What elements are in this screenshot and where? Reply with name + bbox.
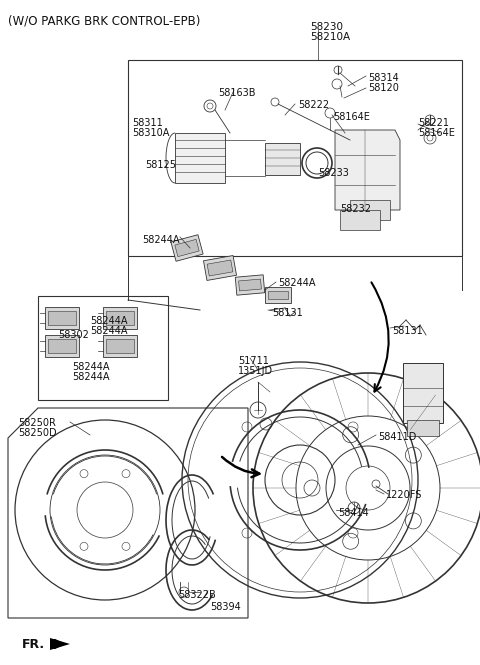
Polygon shape xyxy=(204,255,237,281)
Polygon shape xyxy=(106,311,134,325)
Polygon shape xyxy=(48,339,76,353)
Polygon shape xyxy=(407,420,439,436)
Text: 58311: 58311 xyxy=(132,118,163,128)
Text: 58222: 58222 xyxy=(298,100,329,110)
Text: 58164E: 58164E xyxy=(418,128,455,138)
Polygon shape xyxy=(106,339,134,353)
Text: 1351JD: 1351JD xyxy=(238,366,273,376)
Bar xyxy=(128,60,462,256)
Text: 58244A: 58244A xyxy=(278,278,315,288)
Polygon shape xyxy=(335,130,400,210)
Polygon shape xyxy=(48,311,76,325)
Polygon shape xyxy=(103,335,137,357)
Polygon shape xyxy=(265,287,291,303)
Text: 58310A: 58310A xyxy=(132,128,169,138)
Polygon shape xyxy=(45,335,79,357)
Polygon shape xyxy=(239,279,262,291)
Polygon shape xyxy=(175,239,199,257)
Text: FR.: FR. xyxy=(22,638,45,650)
Text: 58322B: 58322B xyxy=(178,590,216,600)
Text: 58394: 58394 xyxy=(210,602,241,612)
Text: 58244A: 58244A xyxy=(142,235,180,245)
Text: 58244A: 58244A xyxy=(90,316,128,326)
Text: 58244A: 58244A xyxy=(72,372,109,382)
Text: 58210A: 58210A xyxy=(310,32,350,42)
Polygon shape xyxy=(171,235,203,261)
Polygon shape xyxy=(175,133,225,183)
Text: 58302: 58302 xyxy=(58,330,89,340)
Text: 58244A: 58244A xyxy=(72,362,109,372)
Polygon shape xyxy=(207,260,233,276)
Text: 58163B: 58163B xyxy=(218,88,255,98)
Text: 1220FS: 1220FS xyxy=(386,490,422,500)
Text: 58244A: 58244A xyxy=(90,326,128,336)
Polygon shape xyxy=(268,291,288,299)
Text: 58314: 58314 xyxy=(368,73,399,83)
Text: 58232: 58232 xyxy=(340,204,371,214)
Text: 58164E: 58164E xyxy=(333,112,370,122)
Text: 58230: 58230 xyxy=(310,22,343,32)
Polygon shape xyxy=(103,307,137,329)
Text: 58411D: 58411D xyxy=(378,432,416,442)
Polygon shape xyxy=(45,307,79,329)
Text: 58414: 58414 xyxy=(338,508,369,518)
Text: 51711: 51711 xyxy=(238,356,269,366)
Polygon shape xyxy=(50,638,70,650)
Text: 58221: 58221 xyxy=(418,118,449,128)
Text: 58131: 58131 xyxy=(392,326,423,336)
Polygon shape xyxy=(403,363,443,423)
Text: 58131: 58131 xyxy=(272,308,303,318)
Polygon shape xyxy=(235,275,265,295)
Polygon shape xyxy=(350,200,390,220)
Text: 58250R: 58250R xyxy=(18,418,56,428)
Polygon shape xyxy=(340,210,380,230)
Bar xyxy=(38,296,168,400)
Polygon shape xyxy=(265,143,300,175)
Text: 58125: 58125 xyxy=(145,160,176,170)
Text: 58120: 58120 xyxy=(368,83,399,93)
Text: 58233: 58233 xyxy=(318,168,349,178)
Text: 58250D: 58250D xyxy=(18,428,57,438)
Text: (W/O PARKG BRK CONTROL-EPB): (W/O PARKG BRK CONTROL-EPB) xyxy=(8,14,200,27)
